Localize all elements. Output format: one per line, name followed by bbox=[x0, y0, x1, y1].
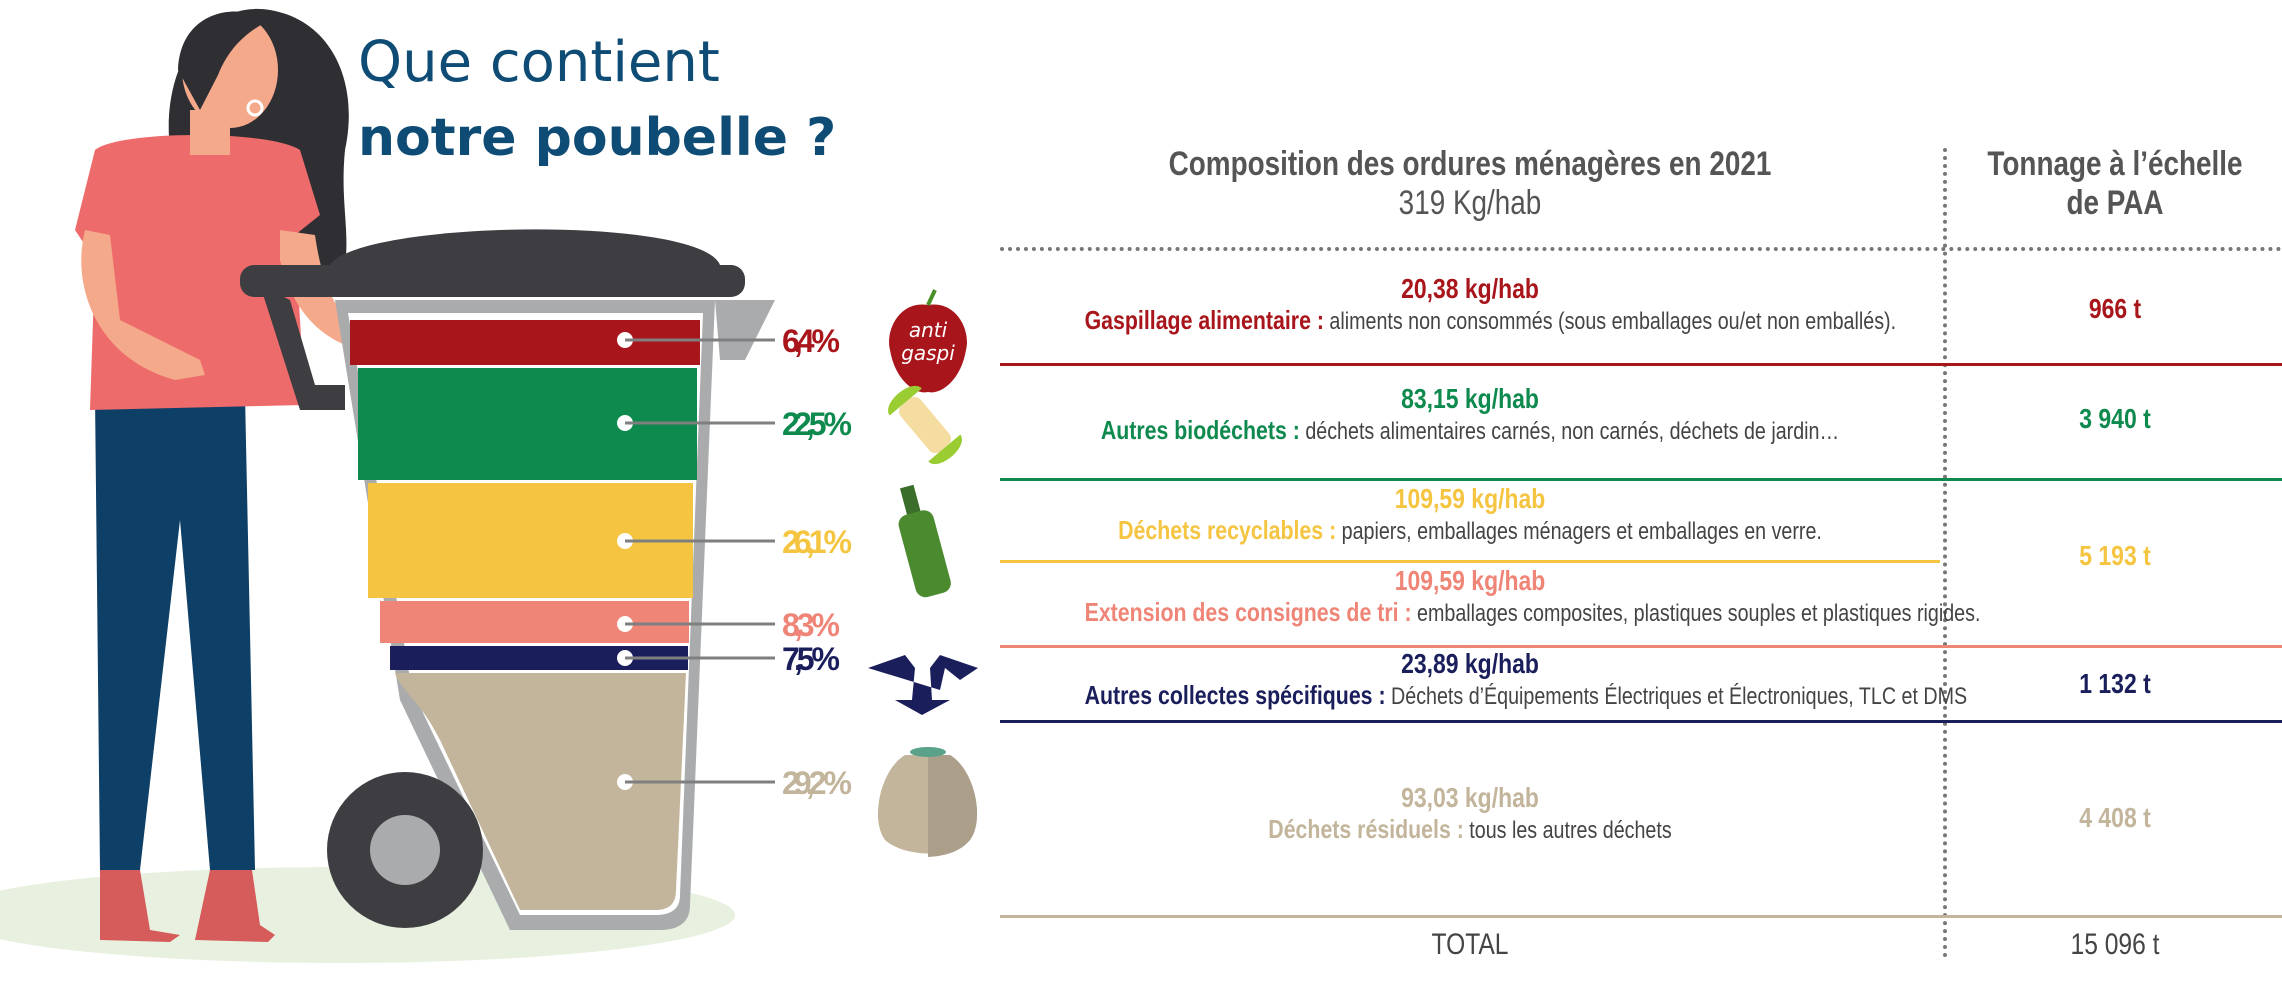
row-kg-recyclables: 109,59 kg/hab bbox=[1394, 483, 1546, 514]
percent-label-residuels: 29,2 % bbox=[782, 765, 852, 801]
row-recyclables: 109,59 kg/hab Déchets recyclables : papie… bbox=[1000, 483, 1940, 546]
title-line-1: Que contient bbox=[358, 30, 720, 95]
waste-layers bbox=[350, 320, 700, 910]
percent-label-specifiques: 7,5 % bbox=[782, 641, 840, 677]
layer-residuels bbox=[395, 673, 686, 910]
row-divider-biodechets bbox=[1000, 478, 2282, 481]
arrows-icon bbox=[868, 655, 978, 715]
row-divider-recyclables bbox=[1000, 560, 1940, 563]
anti-gaspi-text-2: gaspi bbox=[901, 341, 955, 365]
row-description-residuels: Déchets résiduels : tous les autres déch… bbox=[1085, 814, 1856, 845]
woman-shoe-right bbox=[195, 870, 275, 942]
row-category-residuels: Déchets résiduels : bbox=[1268, 814, 1464, 844]
row-detail-extension: emballages composites, plastiques souple… bbox=[1411, 600, 1981, 627]
bottle-icon bbox=[898, 484, 951, 598]
apple-core-icon bbox=[888, 386, 962, 464]
header-left-line-2: 319 Kg/hab bbox=[1398, 184, 1542, 222]
row-detail-recyclables: papiers, emballages ménagers et emballag… bbox=[1336, 518, 1822, 545]
table-header-left: Composition des ordures ménagères en 202… bbox=[1000, 145, 1940, 223]
row-description-gaspillage: Gaspillage alimentaire : aliments non co… bbox=[1084, 305, 1896, 336]
row-category-specifiques: Autres collectes spécifiques : bbox=[1084, 680, 1386, 710]
layer-extension bbox=[380, 601, 689, 643]
row-description-recyclables: Déchets recyclables : papiers, emballage… bbox=[1085, 515, 1856, 546]
row-detail-residuels: tous les autres déchets bbox=[1463, 817, 1672, 844]
row-category-recyclables: Déchets recyclables : bbox=[1118, 515, 1337, 545]
woman-arm bbox=[81, 230, 205, 380]
woman-shoe-left bbox=[100, 870, 180, 942]
total-value: 15 096 t bbox=[2070, 928, 2160, 961]
bin-wheel-hub bbox=[370, 815, 440, 885]
row-specifiques: 23,89 kg/hab Autres collectes spécifiques… bbox=[1000, 648, 1968, 711]
woman-hair-front bbox=[178, 11, 270, 110]
row-extension: 109,59 kg/hab Extension des consignes de … bbox=[1000, 565, 1981, 628]
total-line bbox=[1000, 915, 2282, 918]
row-detail-gaspillage: aliments non consommés (sous emballages … bbox=[1323, 308, 1897, 335]
row-tonnage-residuels: 4 408 t bbox=[2079, 802, 2151, 833]
bin-lid-rim bbox=[240, 265, 745, 297]
bin-lid bbox=[330, 229, 720, 265]
row-divider-gaspillage bbox=[1000, 363, 2282, 366]
row-category-extension: Extension des consignes de tri : bbox=[1084, 597, 1412, 627]
row-tonnage-recyclables: 5 193 t bbox=[2079, 540, 2151, 571]
row-category-gaspillage: Gaspillage alimentaire : bbox=[1084, 305, 1324, 335]
row-detail-specifiques: Déchets d’Équipements Électriques et Éle… bbox=[1385, 683, 1968, 710]
trash-bag-icon bbox=[877, 747, 978, 857]
woman-legs bbox=[95, 395, 255, 870]
row-kg-specifiques: 23,89 kg/hab bbox=[1401, 648, 1539, 679]
row-description-biodechets: Autres biodéchets : déchets alimentaires… bbox=[1085, 415, 1856, 446]
row-residuels: 93,03 kg/hab Déchets résiduels : tous les… bbox=[1000, 782, 1940, 845]
row-kg-extension: 109,59 kg/hab bbox=[1394, 565, 1546, 596]
row-description-extension: Extension des consignes de tri : emballa… bbox=[1084, 597, 1981, 628]
illustration: 6,4 % 22,5 % 26,1 % 8,3 %7,5 % 29,2 % anti g… bbox=[0, 8, 978, 963]
row-divider-extension bbox=[1000, 645, 2282, 648]
row-biodechets: 83,15 kg/hab Autres biodéchets : déchets … bbox=[1000, 383, 1940, 446]
row-kg-biodechets: 83,15 kg/hab bbox=[1401, 383, 1539, 414]
total-label: TOTAL bbox=[1431, 928, 1509, 961]
row-divider-specifiques bbox=[1000, 720, 2282, 723]
layer-gaspillage bbox=[350, 320, 700, 365]
bin-handle bbox=[260, 285, 345, 410]
header-left-line-1: Composition des ordures ménagères en 202… bbox=[1168, 145, 1772, 183]
title-line-2: notre poubelle ? bbox=[358, 108, 837, 168]
anti-gaspi-icon: anti gaspi bbox=[889, 289, 967, 393]
row-description-specifiques: Autres collectes spécifiques : Déchets d… bbox=[1084, 680, 1968, 711]
row-tonnage-specifiques: 1 132 t bbox=[2079, 668, 2151, 699]
row-gaspillage: 20,38 kg/hab Gaspillage alimentaire : ali… bbox=[1000, 273, 1940, 336]
header-right-line-1: Tonnage à l’échelle bbox=[1987, 145, 2243, 183]
percent-label-extension: 8,3 % bbox=[782, 607, 840, 643]
row-detail-biodechets: déchets alimentaires carnés, non carnés,… bbox=[1299, 418, 1840, 445]
row-tonnage-gaspillage: 966 t bbox=[2088, 293, 2142, 324]
header-right-line-2: de PAA bbox=[2066, 184, 2164, 222]
table-header-right: Tonnage à l’échelle de PAA bbox=[1948, 145, 2282, 223]
row-kg-residuels: 93,03 kg/hab bbox=[1401, 782, 1539, 813]
percent-label-biodechets: 22,5 % bbox=[782, 406, 852, 442]
row-tonnage-biodechets: 3 940 t bbox=[2079, 403, 2151, 434]
column-separator bbox=[1943, 148, 1947, 958]
percent-leaders: 6,4 % 22,5 % 26,1 % 8,3 %7,5 % 29,2 % bbox=[617, 323, 852, 801]
percent-label-recyclables: 26,1 % bbox=[782, 524, 852, 560]
header-separator bbox=[1000, 247, 2282, 251]
row-kg-gaspillage: 20,38 kg/hab bbox=[1401, 273, 1539, 304]
row-category-biodechets: Autres biodéchets : bbox=[1100, 415, 1300, 445]
percent-label-gaspillage: 6,4 % bbox=[782, 323, 840, 359]
anti-gaspi-text-1: anti bbox=[909, 318, 948, 342]
